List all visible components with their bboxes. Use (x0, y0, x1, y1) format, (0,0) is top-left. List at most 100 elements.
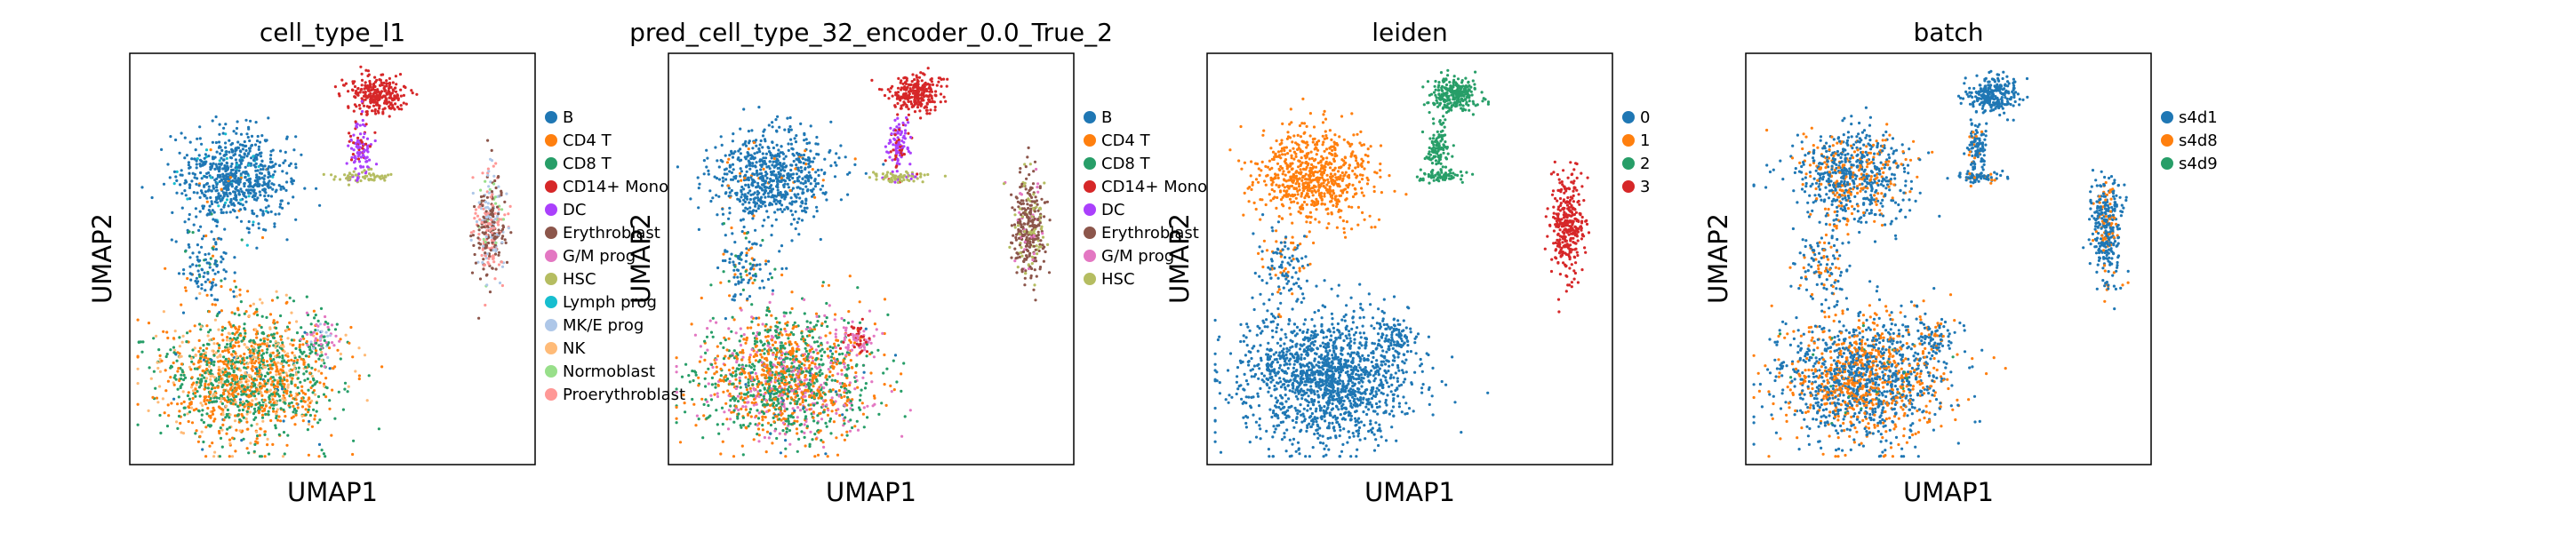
scatter-point (855, 419, 859, 423)
scatter-point (367, 168, 371, 171)
scatter-point (204, 382, 207, 386)
scatter-point (247, 219, 251, 224)
scatter-point (220, 148, 224, 152)
scatter-point (484, 206, 488, 210)
scatter-point (678, 441, 683, 444)
scatter-point (761, 418, 764, 422)
scatter-point (245, 447, 249, 450)
scatter-point (226, 187, 230, 190)
scatter-point (218, 346, 221, 350)
scatter-point (253, 179, 257, 183)
scatter-point (312, 378, 316, 382)
scatter-point (759, 171, 764, 175)
scatter-point (208, 266, 212, 269)
scatter-point (734, 370, 738, 373)
scatter-point (793, 409, 796, 412)
scatter-point (263, 195, 267, 198)
scatter-point (402, 84, 406, 88)
scatter-point (317, 442, 322, 446)
scatter-point (232, 130, 236, 133)
scatter-point (200, 413, 204, 417)
scatter-point (165, 425, 170, 428)
scatter-point (810, 388, 813, 392)
scatter-point (370, 88, 373, 91)
scatter-point (825, 403, 828, 407)
scatter-point (254, 359, 258, 363)
scatter-point (203, 175, 206, 179)
scatter-point (187, 218, 190, 221)
scatter-point (245, 356, 249, 360)
scatter-point (769, 361, 772, 364)
scatter-point (206, 278, 210, 282)
scatter-point (785, 333, 788, 337)
scatter-point (703, 377, 707, 380)
scatter-point (308, 413, 312, 418)
scatter-point (856, 386, 860, 389)
scatter-point (243, 139, 246, 144)
scatter-point (773, 386, 777, 391)
legend-label: MK/E prog (563, 316, 644, 335)
scatter-point (172, 170, 177, 173)
scatter-point (825, 425, 828, 428)
scatter-point (873, 402, 876, 406)
scatter-point (764, 374, 768, 378)
scatter-point (291, 377, 294, 380)
scatter-point (216, 386, 220, 389)
scatter-point (749, 366, 753, 370)
scatter-point (787, 337, 790, 340)
scatter-point (158, 413, 162, 418)
scatter-point (279, 187, 283, 191)
scatter-point (309, 340, 313, 344)
scatter-point (333, 365, 337, 369)
scatter-point (195, 297, 198, 300)
scatter-point (815, 314, 819, 318)
scatter-point (815, 135, 819, 139)
scatter-point (220, 325, 225, 329)
scatter-point (213, 318, 217, 322)
scatter-point (240, 387, 244, 391)
scatter-point (172, 376, 176, 379)
scatter-point (501, 235, 505, 238)
scatter-point (858, 300, 861, 304)
scatter-point (274, 389, 277, 393)
scatter-point (383, 107, 387, 110)
scatter-point (849, 340, 852, 345)
scatter-point (716, 159, 719, 163)
scatter-point (316, 319, 320, 322)
scatter-point (772, 404, 775, 408)
scatter-point (301, 343, 305, 346)
scatter-point (728, 382, 732, 386)
scatter-point (692, 378, 695, 383)
scatter-point (761, 424, 764, 427)
scatter-point (757, 434, 761, 437)
scatter-point (883, 353, 886, 357)
scatter-point (735, 352, 739, 355)
scatter-point (260, 159, 264, 163)
scatter-point (244, 393, 248, 396)
scatter-point (715, 358, 718, 362)
scatter-point (349, 138, 353, 141)
scatter-point (492, 232, 497, 235)
scatter-point (780, 378, 783, 383)
scatter-point (771, 163, 774, 167)
scatter-point (813, 362, 817, 366)
scatter-point (231, 168, 235, 171)
scatter-point (835, 362, 839, 366)
scatter-point (205, 342, 210, 346)
scatter-point (710, 376, 715, 379)
scatter-point (234, 147, 237, 150)
scatter-point (846, 193, 850, 196)
scatter-point (230, 147, 234, 151)
scatter-point (243, 385, 246, 388)
scatter-point (203, 387, 206, 391)
scatter-point (304, 365, 308, 369)
scatter-point (308, 352, 312, 355)
scatter-point (820, 396, 823, 400)
scatter-point (172, 397, 176, 401)
scatter-point (837, 394, 841, 398)
scatter-point (773, 340, 778, 344)
scatter-point (292, 195, 295, 199)
scatter-point (228, 150, 231, 154)
scatter-point (252, 155, 255, 158)
scatter-point (232, 376, 236, 379)
